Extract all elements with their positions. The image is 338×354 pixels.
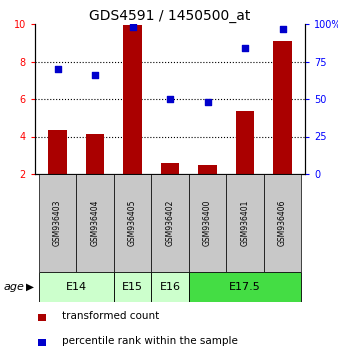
Bar [236, 111, 255, 174]
Text: transformed count: transformed count [62, 311, 159, 321]
Bar [189, 174, 226, 272]
Text: E15: E15 [122, 282, 143, 292]
Bar [38, 314, 46, 321]
Bar [39, 272, 114, 302]
Title: GDS4591 / 1450500_at: GDS4591 / 1450500_at [89, 9, 251, 23]
Text: age: age [3, 282, 24, 292]
Text: E14: E14 [66, 282, 87, 292]
Bar [151, 272, 189, 302]
Bar [226, 174, 264, 272]
Text: percentile rank within the sample: percentile rank within the sample [62, 336, 238, 346]
Text: GSM936405: GSM936405 [128, 200, 137, 246]
Bar [76, 174, 114, 272]
Text: GSM936402: GSM936402 [166, 200, 174, 246]
Point [130, 24, 135, 30]
Text: GSM936406: GSM936406 [278, 200, 287, 246]
Text: GSM936403: GSM936403 [53, 200, 62, 246]
Bar [151, 174, 189, 272]
Text: GSM936400: GSM936400 [203, 200, 212, 246]
Bar [189, 272, 301, 302]
Text: E16: E16 [160, 282, 180, 292]
Point [205, 99, 210, 105]
Bar [48, 130, 67, 174]
Bar [161, 163, 179, 174]
Bar [198, 165, 217, 174]
Point [280, 26, 285, 32]
Bar [264, 174, 301, 272]
Bar [39, 174, 76, 272]
Text: GSM936404: GSM936404 [91, 200, 99, 246]
Point [242, 45, 248, 51]
Bar [86, 134, 104, 174]
Bar [273, 41, 292, 174]
Text: E17.5: E17.5 [229, 282, 261, 292]
Point [55, 66, 60, 72]
Bar [38, 338, 46, 346]
Point [92, 72, 98, 78]
Bar [123, 25, 142, 174]
Text: GSM936401: GSM936401 [241, 200, 249, 246]
Point [167, 96, 173, 102]
Text: ▶: ▶ [26, 282, 34, 292]
Bar [114, 272, 151, 302]
Bar [114, 174, 151, 272]
